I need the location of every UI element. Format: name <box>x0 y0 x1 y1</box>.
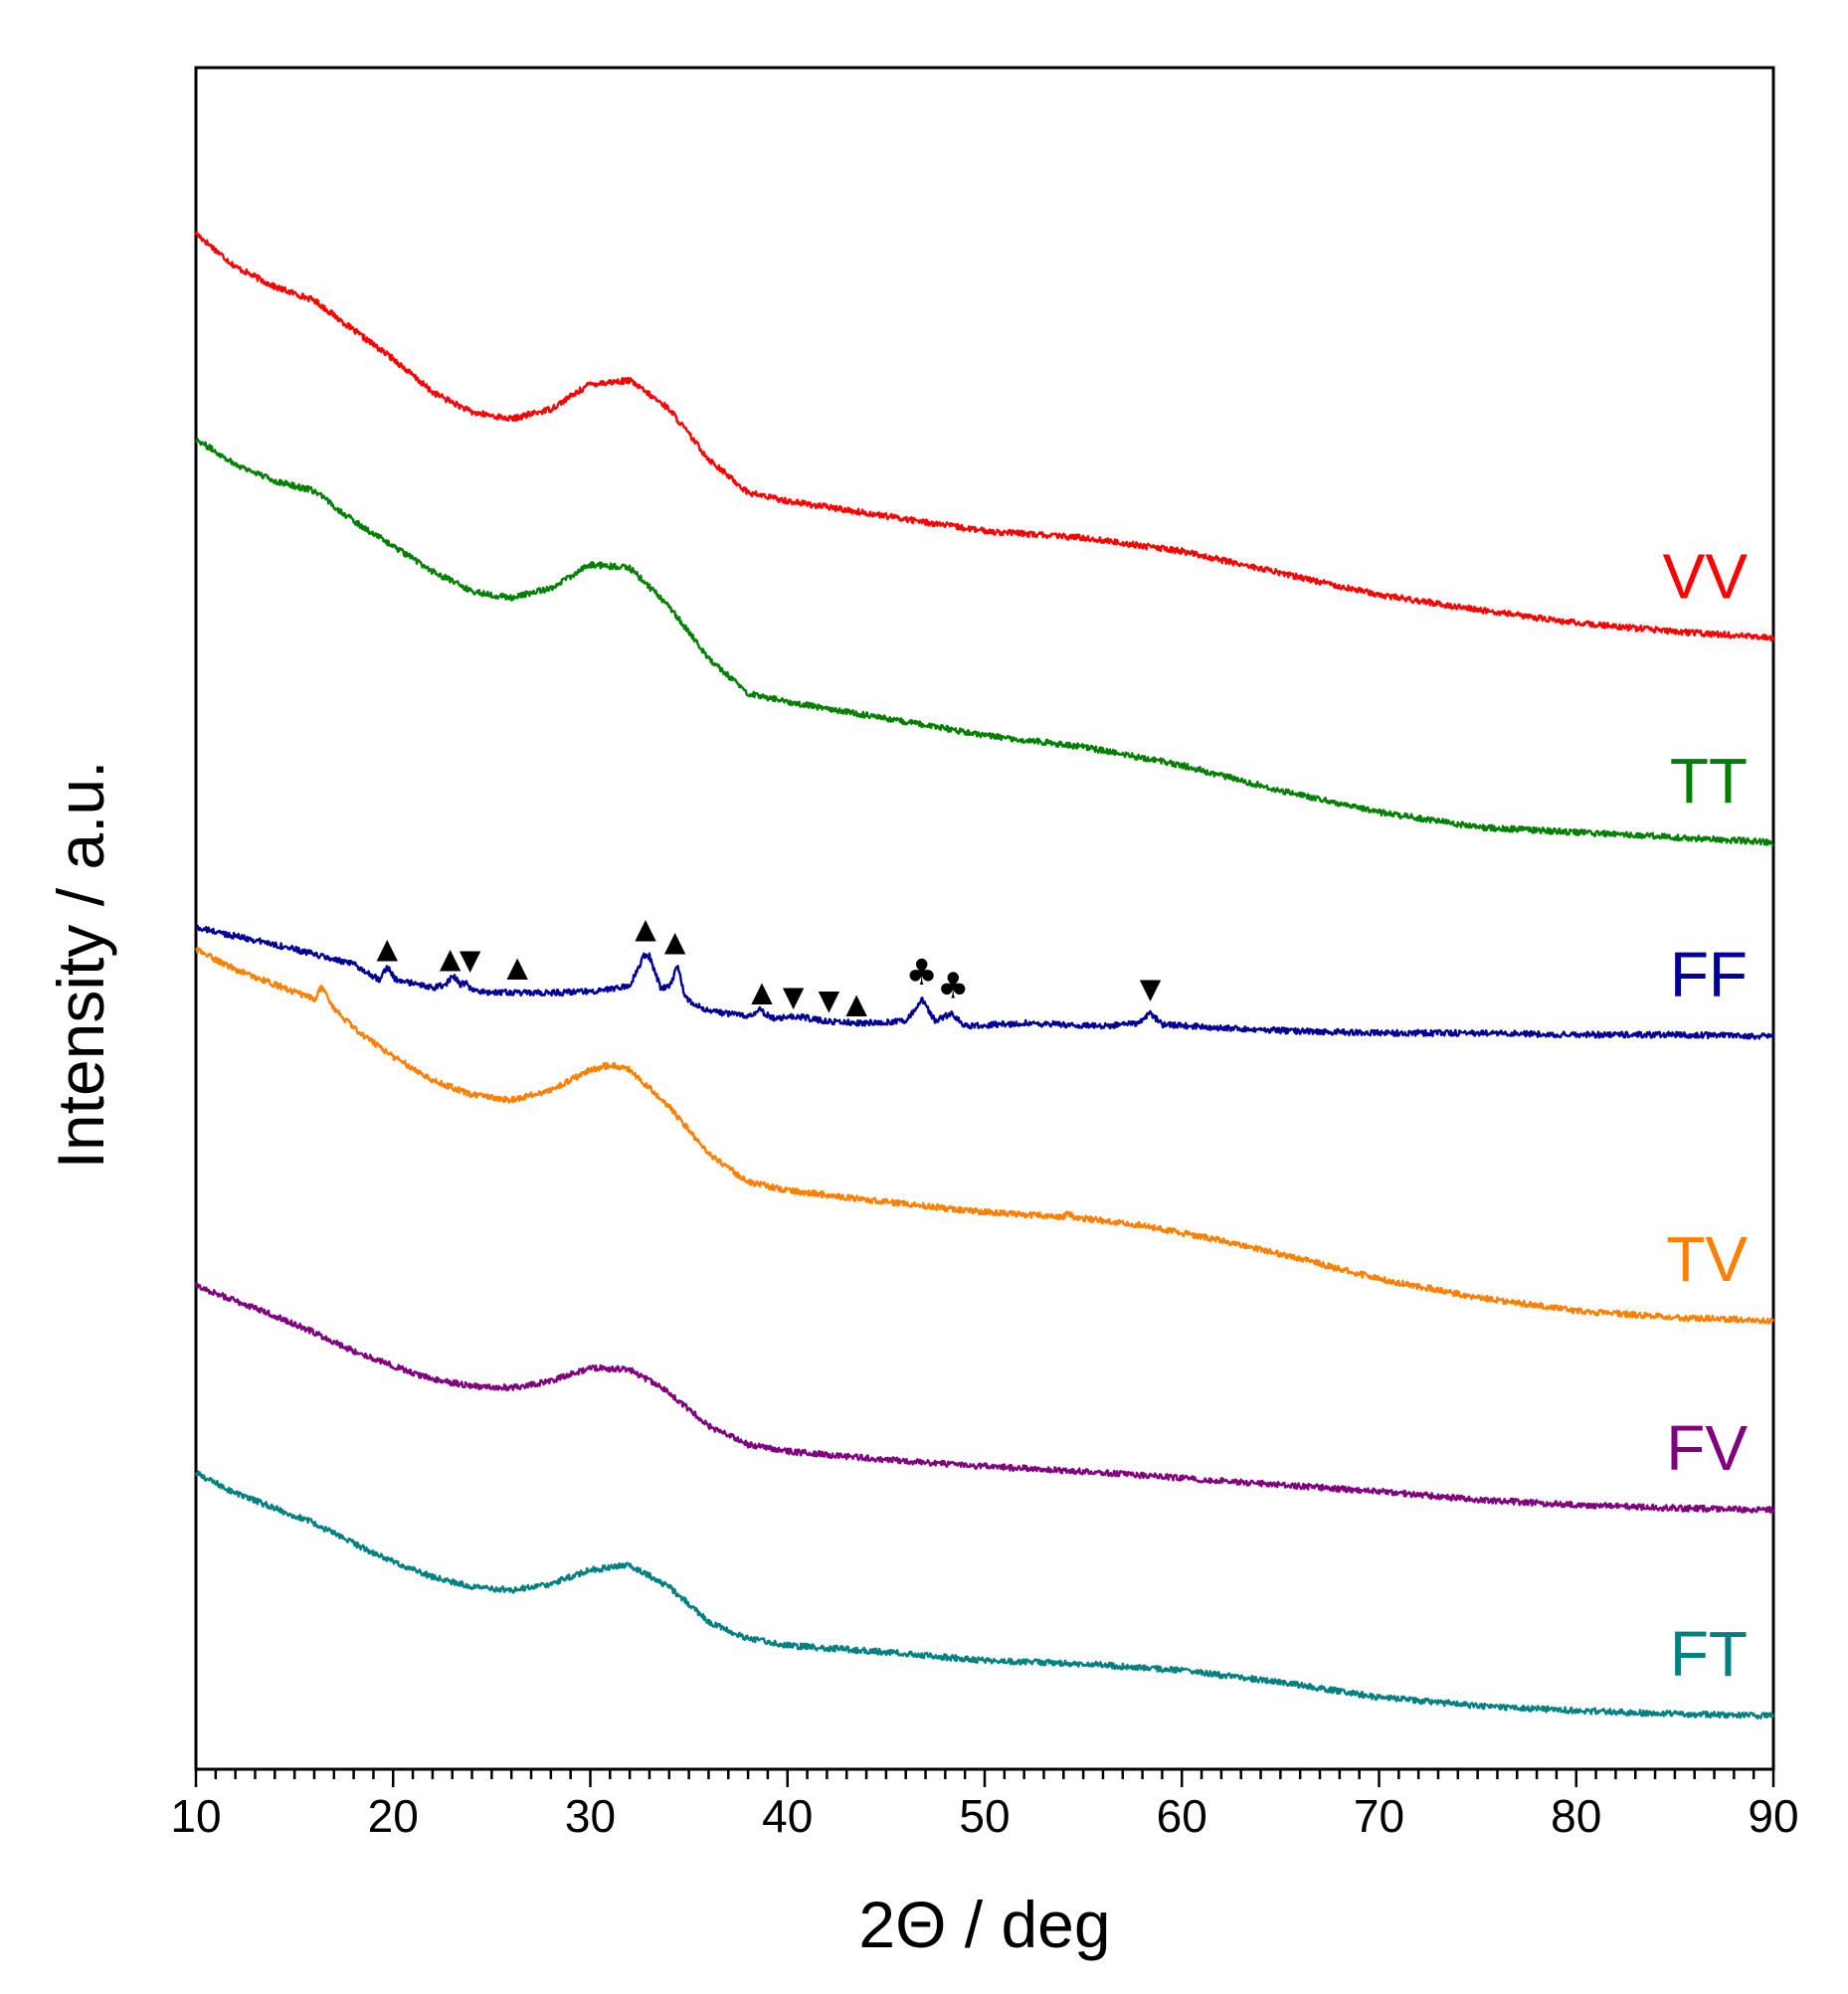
peak-marker: ▲ <box>664 925 686 958</box>
series-label-vv: VV <box>1663 541 1749 613</box>
x-tick-label: 90 <box>1748 1790 1798 1842</box>
series-label-fv: FV <box>1666 1412 1748 1484</box>
series-label-ft: FT <box>1670 1618 1748 1690</box>
peak-marker: ▼ <box>460 944 481 977</box>
peak-markers: ▲ ▲▼ ▲▲ ▲▲ ▼ ▼ ▲♣ ♣ ▼ <box>377 912 1162 1020</box>
series-labels: VV TT FF TV FV FT <box>1663 541 1749 1690</box>
x-tick-label: 60 <box>1157 1790 1207 1842</box>
peak-marker: ▲ <box>635 912 656 945</box>
plot-frame <box>194 66 1775 1771</box>
x-axis-ticks: 10 20 30 40 50 60 70 80 90 <box>170 1769 1799 1842</box>
series-tt-line <box>194 438 1774 846</box>
x-tick-label: 20 <box>368 1790 419 1842</box>
peak-marker: ▲ <box>377 932 399 965</box>
series-label-tv: TV <box>1666 1223 1748 1295</box>
peak-marker: ♣ <box>937 966 969 1006</box>
series-layer <box>194 231 1775 1720</box>
series-fv-line <box>194 1282 1775 1515</box>
peak-marker: ▲ <box>440 942 462 975</box>
peak-marker: ▲ <box>751 976 773 1008</box>
peak-marker: ♣ <box>905 953 937 994</box>
x-tick-label: 50 <box>959 1790 1010 1842</box>
peak-marker: ▼ <box>819 984 840 1016</box>
series-vv-line <box>194 231 1775 642</box>
series-ff-line <box>195 924 1774 1040</box>
x-tick-label: 40 <box>762 1790 813 1842</box>
x-tick-label: 30 <box>565 1790 616 1842</box>
series-ft-line <box>194 1470 1775 1720</box>
peak-marker: ▼ <box>783 981 805 1013</box>
y-axis-title: Intensity / a.u. <box>44 761 117 1170</box>
x-tick-label: 10 <box>170 1790 221 1842</box>
series-label-ff: FF <box>1670 939 1748 1010</box>
series-tv-line <box>195 947 1775 1325</box>
series-label-tt: TT <box>1670 745 1748 816</box>
x-tick-label: 80 <box>1551 1790 1601 1842</box>
peak-marker: ▼ <box>1140 972 1162 1004</box>
peak-marker: ▲ <box>845 988 867 1020</box>
peak-marker: ▲ <box>506 950 528 983</box>
x-axis-title: 2Θ / deg <box>858 1888 1110 1961</box>
x-tick-label: 70 <box>1354 1790 1404 1842</box>
